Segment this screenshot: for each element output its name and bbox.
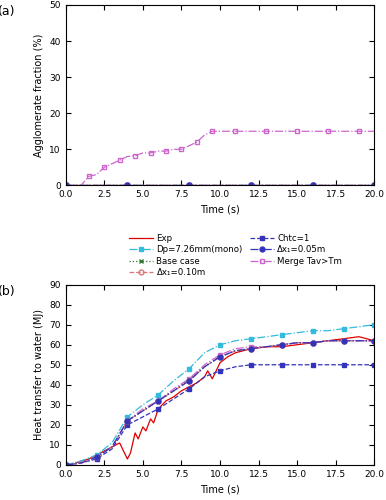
Y-axis label: Heat transfer to water (MJ): Heat transfer to water (MJ)	[34, 310, 44, 440]
Legend: Exp, Dp=7.26mm(mono), Base case, Δx₁=0.10m, Chtc=1, Δx₁=0.05m, Merge Tav>Tm: Exp, Dp=7.26mm(mono), Base case, Δx₁=0.1…	[129, 234, 342, 276]
X-axis label: Time (s): Time (s)	[200, 205, 240, 215]
Text: (b): (b)	[0, 284, 15, 298]
Y-axis label: Agglomerate fraction (%): Agglomerate fraction (%)	[34, 34, 44, 157]
Text: (a): (a)	[0, 5, 15, 18]
X-axis label: Time (s): Time (s)	[200, 484, 240, 494]
